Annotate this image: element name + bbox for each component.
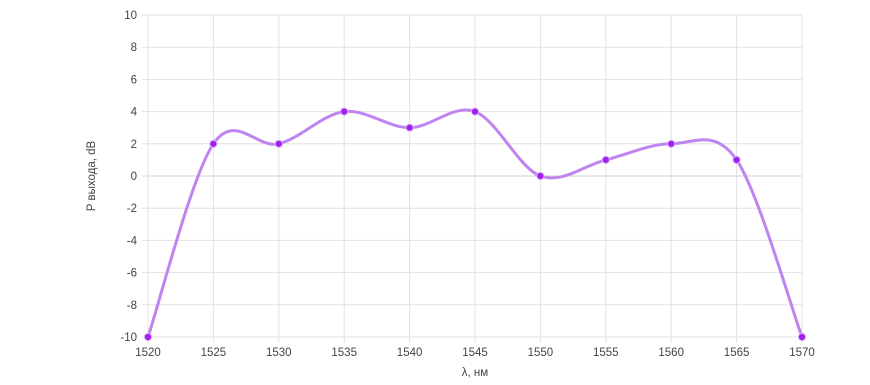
y-tick-label: 0 bbox=[131, 171, 137, 183]
y-tick-label: -10 bbox=[120, 332, 137, 344]
y-axis-title: P выхода, dB bbox=[86, 140, 98, 211]
x-tick-label: 1520 bbox=[135, 347, 161, 359]
x-tick-label: 1540 bbox=[397, 347, 423, 359]
x-tick-label: 1545 bbox=[462, 347, 488, 359]
data-point bbox=[209, 139, 218, 148]
data-point bbox=[143, 332, 153, 342]
x-tick-label: 1565 bbox=[724, 347, 750, 359]
x-tick-label: 1560 bbox=[658, 347, 684, 359]
data-point bbox=[732, 155, 741, 164]
y-tick-label: 6 bbox=[131, 74, 137, 86]
x-tick-label: 1550 bbox=[528, 347, 554, 359]
data-point bbox=[667, 139, 676, 148]
x-tick-label: 1525 bbox=[201, 347, 227, 359]
y-tick-label: 2 bbox=[131, 139, 137, 151]
y-tick-label: 4 bbox=[131, 107, 138, 119]
x-tick-label: 1555 bbox=[593, 347, 619, 359]
markers-layer bbox=[143, 107, 807, 342]
x-tick-label: 1535 bbox=[331, 347, 357, 359]
grid bbox=[142, 14, 803, 343]
data-point bbox=[340, 107, 349, 116]
data-point bbox=[470, 107, 480, 116]
y-tick-label: -2 bbox=[127, 203, 137, 215]
x-tick-label: 1530 bbox=[266, 347, 292, 359]
y-axis-ticks: 10 8 6 4 2 0 -2 -4 -6 -8 -10 bbox=[120, 10, 137, 344]
data-point bbox=[536, 171, 545, 181]
y-tick-label: -4 bbox=[127, 235, 138, 247]
x-axis-title: λ, нм bbox=[462, 367, 488, 379]
x-axis-ticks: 1520 1525 1530 1535 1540 1545 1550 1555 1560 1565… bbox=[135, 347, 815, 359]
data-point bbox=[797, 332, 807, 342]
data-point bbox=[405, 123, 414, 132]
x-tick-label: 1570 bbox=[789, 347, 815, 359]
y-tick-label: 10 bbox=[124, 10, 137, 22]
y-tick-label: 8 bbox=[131, 42, 137, 54]
data-point bbox=[601, 155, 610, 164]
y-tick-label: -6 bbox=[127, 268, 137, 280]
y-tick-label: -8 bbox=[127, 300, 137, 312]
data-point bbox=[274, 139, 283, 148]
